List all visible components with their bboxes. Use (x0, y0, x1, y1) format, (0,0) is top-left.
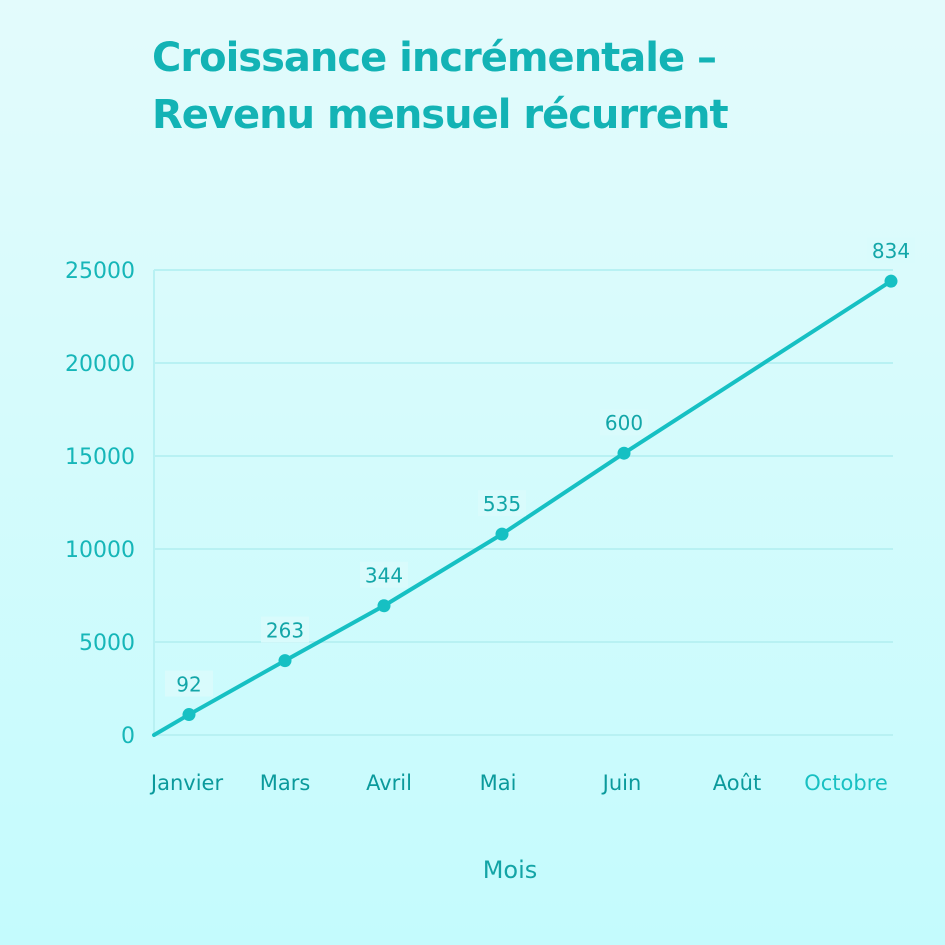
x-tick-mai: Mai (480, 771, 517, 795)
y-axis-ticks: 0 5000 10000 15000 20000 25000 (65, 259, 135, 749)
grid-lines (153, 269, 893, 736)
data-label-bg-263 (261, 616, 309, 643)
x-tick-janvier: Janvier (149, 771, 224, 795)
data-point-535 (495, 527, 509, 541)
data-point-344 (377, 599, 391, 613)
y-tick-25000: 25000 (65, 259, 135, 284)
chart-title-line-1: Croissance incrémentale – (152, 35, 717, 81)
x-tick-avril: Avril (366, 771, 412, 795)
x-tick-octobre: Octobre (804, 771, 888, 795)
y-tick-20000: 20000 (65, 352, 135, 377)
y-tick-10000: 10000 (65, 538, 135, 563)
data-label-bg-834 (867, 237, 915, 264)
data-label-834: 834 (872, 239, 910, 263)
data-labels: 92 263 344 535 600 834 (165, 237, 915, 697)
data-point-600 (617, 446, 631, 460)
data-label-92: 92 (176, 673, 201, 697)
y-tick-15000: 15000 (65, 445, 135, 470)
y-tick-5000: 5000 (79, 631, 135, 656)
x-axis-label: Mois (483, 856, 538, 884)
x-axis-ticks: Janvier Mars Avril Mai Juin Août Octobre (149, 771, 888, 795)
data-label-bg-92 (165, 670, 213, 697)
data-point-834 (884, 274, 898, 288)
data-label-535: 535 (483, 492, 521, 516)
x-tick-août: Août (713, 771, 761, 795)
data-label-344: 344 (365, 564, 403, 588)
data-point-92 (182, 708, 196, 722)
data-label-600: 600 (605, 411, 643, 435)
y-tick-0: 0 (121, 724, 135, 749)
x-tick-juin: Juin (601, 771, 642, 795)
data-label-bg-344 (360, 561, 408, 588)
data-label-263: 263 (266, 619, 304, 643)
data-points (182, 274, 898, 722)
data-label-bg-535 (478, 490, 526, 517)
data-label-bg-600 (600, 409, 648, 436)
x-tick-mars: Mars (260, 771, 311, 795)
chart-title-line-2: Revenu mensuel récurrent (152, 92, 729, 138)
chart-title: Croissance incrémentale – Revenu mensuel… (152, 30, 912, 144)
data-point-263 (278, 654, 292, 668)
